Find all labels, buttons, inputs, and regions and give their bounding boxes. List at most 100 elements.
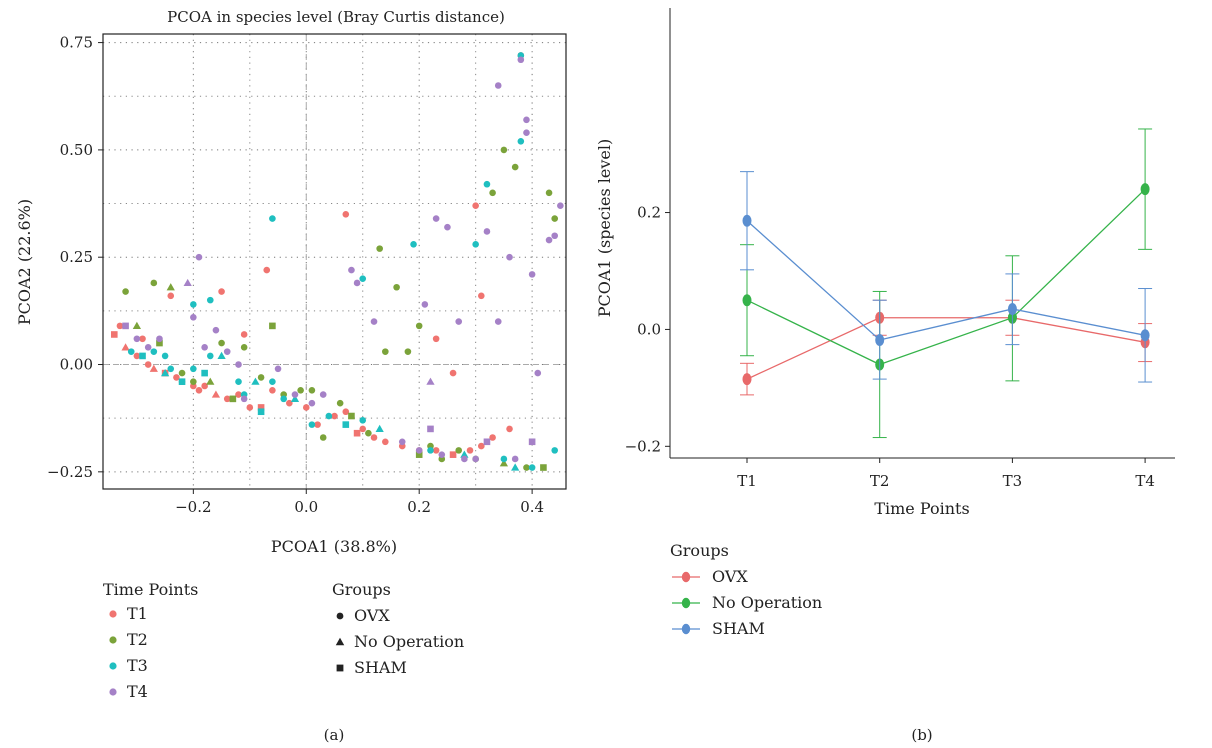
point-t1-2 — [121, 343, 130, 351]
time-legend-swatch-3 — [109, 688, 117, 696]
point-t2-73 — [455, 447, 463, 454]
point-t4-159 — [551, 232, 559, 240]
point-t2-82 — [499, 459, 509, 467]
point-t1-8 — [173, 374, 180, 381]
point-t1-38 — [263, 266, 271, 274]
point-t3-104 — [359, 417, 367, 424]
point-t1-13 — [211, 390, 221, 398]
point-t1-34 — [489, 434, 496, 441]
series-line-0 — [746, 317, 1146, 380]
point-t4-149 — [494, 318, 502, 325]
point-t4-154 — [523, 116, 530, 124]
point-t4-128 — [195, 253, 203, 261]
point-t3-101 — [308, 421, 316, 428]
point-t2-80 — [545, 189, 553, 197]
time-legend-label-1: T2 — [127, 630, 148, 649]
x-tick-label-1: 0.0 — [294, 498, 318, 516]
point-t3-86 — [150, 348, 158, 355]
point-t1-20 — [302, 404, 310, 411]
group-legend-swatch-2 — [336, 664, 344, 672]
chart-a-grid — [103, 34, 566, 489]
point-t1-41 — [472, 202, 479, 209]
chart-a-group-legend: Groups OVX No Operation SHAM — [332, 580, 464, 677]
point-t3-88 — [167, 365, 175, 373]
chart-a-reference-lines — [103, 34, 566, 489]
point-t4-146 — [432, 215, 440, 222]
point-t4-135 — [291, 391, 299, 398]
group-legend-swatch-0 — [336, 612, 344, 620]
point-t4-122 — [122, 322, 129, 330]
point-t1-17 — [257, 404, 265, 411]
point-t4-152 — [517, 56, 525, 64]
point-t3-116 — [460, 450, 469, 458]
point-t2-56 — [240, 344, 248, 351]
b-y-tick-label-2: 0.2 — [637, 204, 661, 222]
point-t4-133 — [240, 395, 248, 403]
point-t2-76 — [500, 146, 508, 154]
point-t2-52 — [190, 378, 197, 385]
point-t4-131 — [223, 348, 231, 355]
point-t3-98 — [269, 378, 276, 385]
time-legend-label-0: T1 — [127, 604, 148, 623]
point-t4-137 — [319, 391, 327, 398]
point-t1-44 — [449, 369, 457, 377]
x-tick-label-2: 0.2 — [407, 498, 431, 516]
point-t2-68 — [404, 348, 412, 355]
point-t1-43 — [432, 335, 440, 343]
point-t3-100 — [290, 394, 300, 402]
point-t4-127 — [190, 314, 197, 321]
point-t2-67 — [393, 283, 400, 291]
group-legend-label-1: No Operation — [354, 632, 464, 651]
point-t1-0 — [110, 331, 118, 338]
point-t1-33 — [478, 442, 485, 450]
point-t2-63 — [336, 399, 344, 407]
y-tick-label-4: 0.75 — [60, 34, 93, 52]
point-t1-5 — [144, 361, 152, 368]
point-t3-84 — [127, 348, 135, 355]
time-legend-swatch-0 — [109, 610, 117, 618]
point-t3-96 — [251, 377, 260, 385]
point-t2-83 — [382, 348, 389, 355]
point-t3-97 — [257, 408, 265, 416]
point-t1-1 — [116, 322, 124, 330]
point-t3-85 — [139, 352, 146, 360]
point-t3-110 — [410, 241, 417, 248]
panel-a-scatter: PCOA in species level (Bray Curtis dista… — [15, 8, 567, 744]
point-2-3 — [1140, 329, 1150, 342]
point-t4-147 — [483, 438, 491, 446]
point-t1-16 — [246, 404, 254, 411]
point-t1-42 — [478, 292, 485, 300]
point-t3-118 — [511, 463, 520, 471]
point-t1-14 — [223, 395, 231, 403]
point-t3-106 — [206, 296, 214, 304]
group-legend-swatch-1 — [335, 637, 345, 646]
x-tick-label-3: 0.4 — [520, 498, 544, 516]
panel-b-line: −0.2 0.0 0.2 T1 T2 T3 T4 Time Points PCOA1 (s… — [595, 8, 1175, 744]
point-t1-25 — [359, 425, 367, 433]
series-2 — [740, 171, 1153, 383]
point-t1-36 — [167, 292, 175, 300]
point-t4-143 — [426, 377, 435, 385]
legend-label-2: SHAM — [712, 619, 765, 638]
point-t1-15 — [235, 391, 242, 398]
point-t4-124 — [144, 344, 152, 351]
point-t4-134 — [274, 365, 282, 373]
point-t2-78 — [523, 464, 530, 471]
legend-swatch-0 — [681, 571, 691, 583]
point-t3-117 — [500, 455, 508, 463]
point-t4-157 — [534, 369, 542, 377]
point-t2-77 — [511, 163, 519, 171]
point-t2-53 — [206, 377, 215, 385]
point-t4-163 — [472, 455, 479, 463]
point-1-3 — [1140, 183, 1150, 196]
point-t3-109 — [359, 275, 367, 282]
point-t2-57 — [257, 374, 265, 381]
chart-b-series — [740, 128, 1153, 439]
b-x-tick-label-1: T2 — [870, 472, 890, 490]
point-t2-58 — [269, 322, 276, 330]
panel-b-label: (b) — [911, 726, 932, 744]
point-t1-18 — [269, 386, 276, 394]
point-t4-155 — [528, 271, 536, 278]
series-1 — [740, 128, 1153, 439]
